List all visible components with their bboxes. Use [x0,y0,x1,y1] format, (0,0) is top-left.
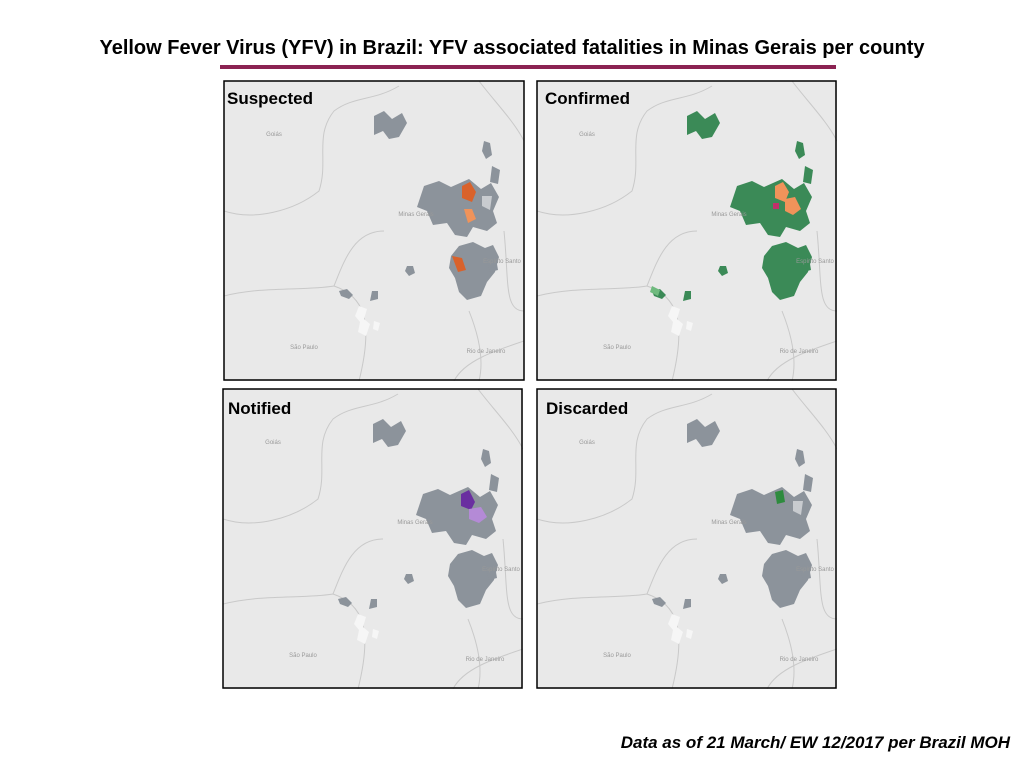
map-label: Espírito Santo [796,567,834,573]
map-label: Rio de Janeiro [780,657,819,663]
panel-frame [223,80,525,381]
county-highlight [469,507,487,523]
map-label: Minas Gerais [397,520,432,526]
map-panel [224,81,524,381]
county-highlight [452,256,466,272]
footer-note: Data as of 21 March/ EW 12/2017 per Braz… [621,733,1011,752]
labels: Suspected Goiás Minas Gerais Espírito Santo… [227,89,835,663]
county-highlight [775,490,785,504]
map-label: Rio de Janeiro [467,349,506,355]
panel-title: Suspected [227,89,313,108]
slide-title: Yellow Fever Virus (YFV) in Brazil: YFV … [99,37,925,59]
county-highlight [462,182,476,202]
map-panel [537,389,837,689]
county-highlight [785,197,801,215]
county-highlight [775,182,789,202]
county-highlight [482,196,492,210]
panel-frame [536,80,837,381]
map-label: São Paulo [603,653,631,659]
map-label: São Paulo [603,345,631,351]
map-label: São Paulo [289,653,317,659]
county-highlight [461,490,475,510]
map-label: Espírito Santo [483,259,521,265]
map-label: Minas Gerais [398,212,433,218]
map-panel [223,389,523,689]
panel-title: Discarded [546,399,628,418]
county-highlight [650,286,660,296]
panel-frame [222,388,523,689]
title-rule [220,65,836,69]
map-label: Goiás [579,440,595,446]
panel-title: Confirmed [545,89,630,108]
map-label: Minas Gerais [711,212,746,218]
map-label: São Paulo [290,345,318,351]
map-label: Goiás [265,440,281,446]
map-panel [537,81,837,381]
map-label: Goiás [579,132,595,138]
map-label: Minas Gerais [711,520,746,526]
panel-title: Notified [228,399,291,418]
map-label: Rio de Janeiro [466,657,505,663]
map-label: Rio de Janeiro [780,349,819,355]
county-highlight [464,209,476,223]
county-highlight [793,501,803,515]
map-label: Goiás [266,132,282,138]
map-label: Espírito Santo [796,259,834,265]
panel-frame [536,388,837,689]
county-highlight [773,203,779,209]
map-label: Espírito Santo [482,567,520,573]
